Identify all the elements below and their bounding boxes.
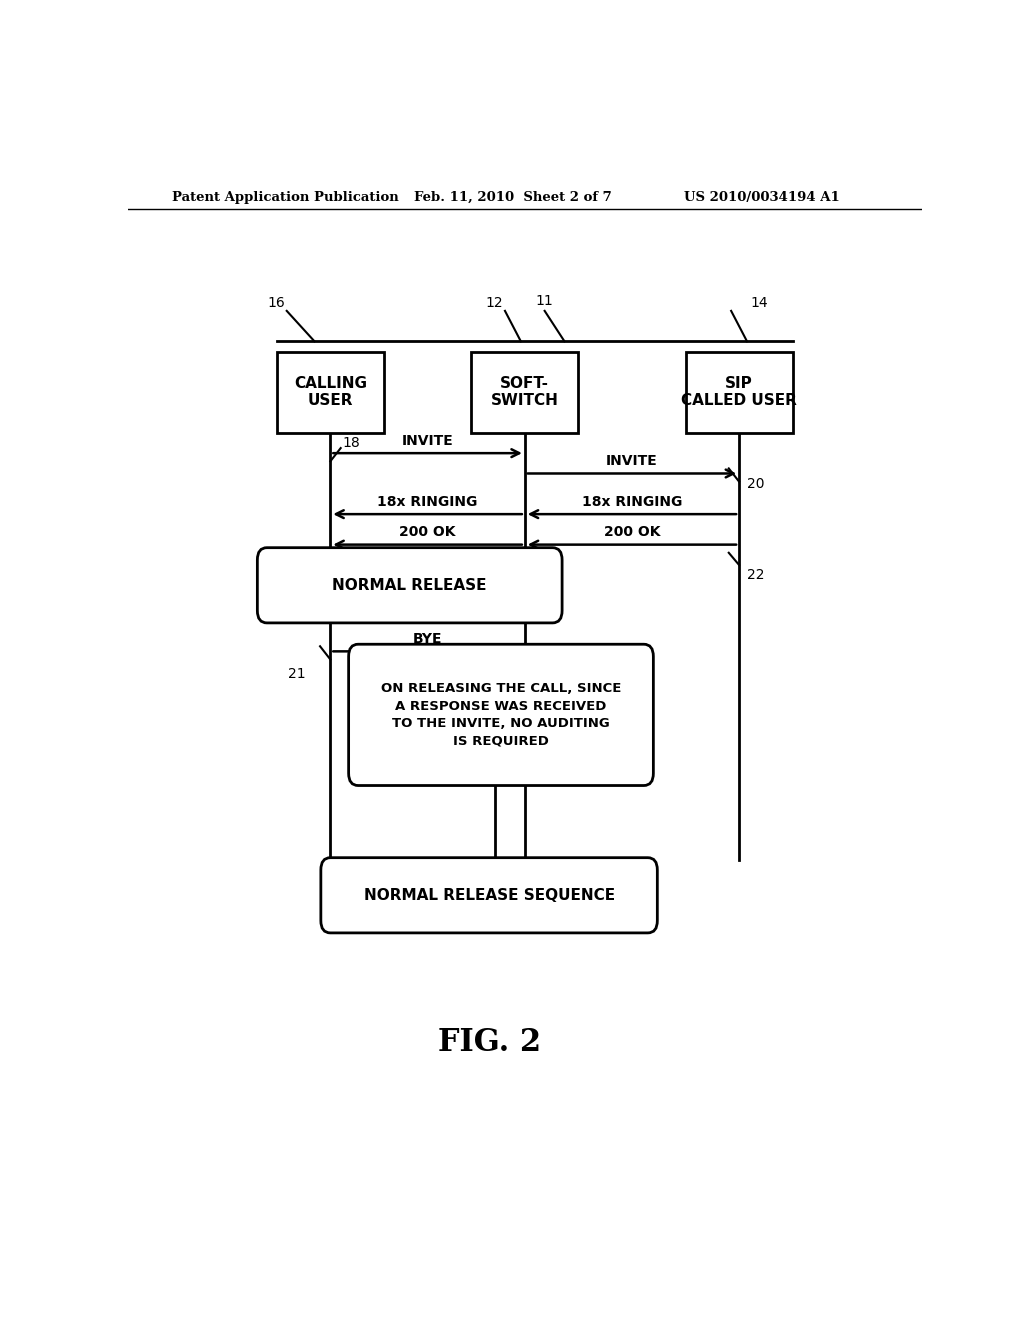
Text: CALLING
USER: CALLING USER	[294, 376, 367, 408]
Text: 18x RINGING: 18x RINGING	[378, 495, 478, 510]
FancyBboxPatch shape	[348, 644, 653, 785]
Text: SIP
CALLED USER: SIP CALLED USER	[681, 376, 797, 408]
Text: Feb. 11, 2010  Sheet 2 of 7: Feb. 11, 2010 Sheet 2 of 7	[414, 190, 611, 203]
Text: ON RELEASING THE CALL, SINCE
A RESPONSE WAS RECEIVED
TO THE INVITE, NO AUDITING
: ON RELEASING THE CALL, SINCE A RESPONSE …	[381, 682, 622, 747]
Text: INVITE: INVITE	[401, 434, 454, 447]
Text: SOFT-
SWITCH: SOFT- SWITCH	[490, 376, 559, 408]
Text: 22: 22	[748, 568, 765, 582]
Text: 200 OK: 200 OK	[604, 525, 660, 540]
Text: FIG. 2: FIG. 2	[437, 1027, 541, 1059]
FancyBboxPatch shape	[321, 858, 657, 933]
Text: NORMAL RELEASE: NORMAL RELEASE	[333, 578, 487, 593]
Text: 16: 16	[267, 296, 286, 310]
Text: 12: 12	[485, 296, 504, 310]
Text: US 2010/0034194 A1: US 2010/0034194 A1	[684, 190, 840, 203]
FancyBboxPatch shape	[685, 351, 793, 433]
Text: INVITE: INVITE	[606, 454, 657, 469]
FancyBboxPatch shape	[257, 548, 562, 623]
Text: 20: 20	[748, 477, 765, 491]
Text: 18x RINGING: 18x RINGING	[582, 495, 682, 510]
FancyBboxPatch shape	[276, 351, 384, 433]
Text: 200 OK: 200 OK	[399, 525, 456, 540]
Text: 21: 21	[288, 667, 306, 681]
Text: 18: 18	[342, 436, 360, 450]
Text: NORMAL RELEASE SEQUENCE: NORMAL RELEASE SEQUENCE	[364, 888, 614, 903]
Text: 14: 14	[751, 296, 768, 310]
Text: Patent Application Publication: Patent Application Publication	[172, 190, 398, 203]
Text: 11: 11	[536, 293, 554, 308]
FancyBboxPatch shape	[471, 351, 579, 433]
Text: BYE: BYE	[413, 632, 442, 647]
